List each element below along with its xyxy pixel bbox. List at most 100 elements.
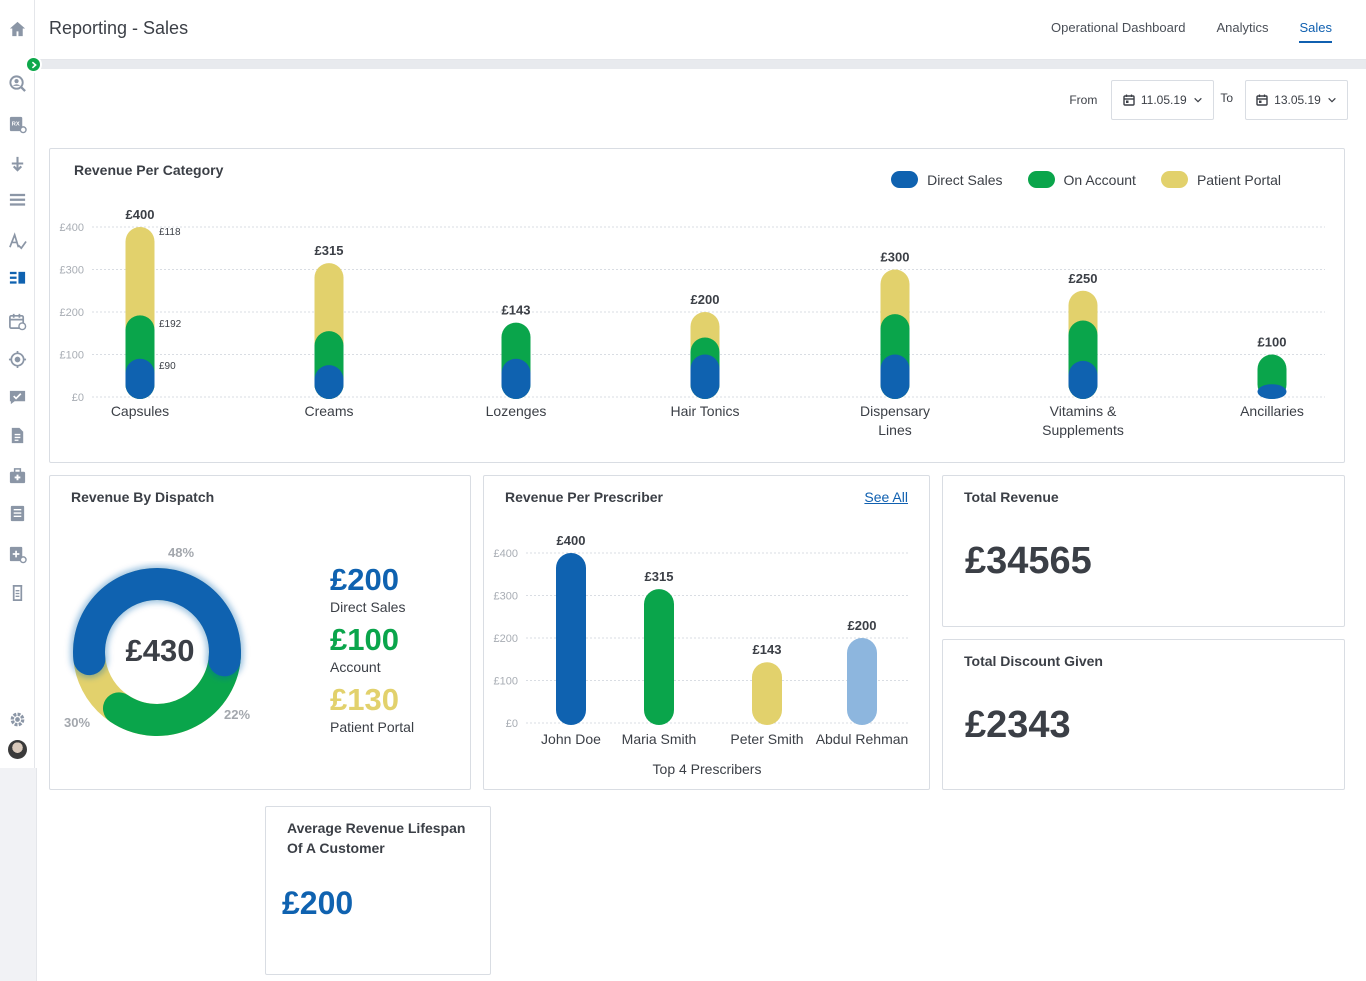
page-title: Reporting - Sales <box>49 18 189 38</box>
revenue-by-dispatch-card: Revenue By Dispatch £430 48% 22% 30% £20… <box>49 475 471 790</box>
chart-legend: Direct Sales On Account Patient Portal <box>891 171 1281 188</box>
bar-total-label: £250 <box>1069 271 1098 286</box>
from-date-value: 11.05.19 <box>1140 93 1187 107</box>
direct-sales-value: £200 <box>330 562 399 597</box>
bar-segment-direct-sales <box>501 358 531 399</box>
y-tick-label: £400 <box>494 548 518 560</box>
segment-value-label: £118 <box>159 227 181 238</box>
patient-portal-value: £130 <box>330 682 399 717</box>
from-date-picker[interactable]: 11.05.19 <box>1111 80 1215 120</box>
chevron-right-icon <box>31 61 37 68</box>
y-tick-label: £400 <box>60 222 84 234</box>
location-icon[interactable] <box>7 349 28 370</box>
category-label: Vitamins & <box>1050 403 1117 419</box>
nav-operational-dashboard[interactable]: Operational Dashboard <box>1051 20 1186 35</box>
see-all-link[interactable]: See All <box>864 489 908 505</box>
y-tick-label: £0 <box>506 718 518 730</box>
revenue-per-category-chart: £0 £100 £200 £300 £400 £400 Capsules £90 £192 £11… <box>60 207 1325 438</box>
pct-portal: 30% <box>64 715 91 730</box>
prescriber-name-label: Maria Smith <box>622 731 697 747</box>
chevron-down-icon <box>1328 97 1336 103</box>
segment-value-label: £192 <box>159 319 182 330</box>
account-label: Account <box>330 659 381 675</box>
y-tick-label: £300 <box>494 591 518 603</box>
bar-value-label: £200 <box>848 618 877 633</box>
prescriber-bar <box>556 553 586 725</box>
sidebar: RX <box>0 0 35 768</box>
revenue-per-category-card: Revenue Per Category Direct Sales On Acc… <box>49 148 1345 463</box>
chevron-down-icon <box>1193 97 1202 103</box>
category-label: Supplements <box>1042 422 1124 438</box>
bar-total-label: £143 <box>502 303 531 318</box>
list-icon[interactable] <box>7 190 28 211</box>
pct-account: 22% <box>224 707 251 722</box>
direct-sales-label: Direct Sales <box>330 599 406 615</box>
bar-total-label: £400 <box>126 207 155 222</box>
nav-sales[interactable]: Sales <box>1299 20 1332 43</box>
category-label: Hair Tonics <box>671 403 740 419</box>
card-title-line2: Of A Customer <box>287 840 385 856</box>
date-filter: From 11.05.19 To 13.05.19 <box>1069 80 1348 120</box>
to-label: To <box>1220 91 1233 105</box>
total-discount-card: Total Discount Given £2343 <box>942 639 1345 790</box>
user-avatar[interactable] <box>8 740 27 759</box>
calendar-icon[interactable] <box>7 311 28 332</box>
nav-analytics[interactable]: Analytics <box>1216 20 1269 35</box>
prescription-icon[interactable]: RX <box>7 114 28 135</box>
bar-segment-direct-sales <box>690 354 720 399</box>
legend-direct-sales: Direct Sales <box>891 171 1003 188</box>
add-document-icon[interactable] <box>7 544 28 565</box>
pct-direct: 48% <box>168 545 195 560</box>
bar-segment-direct-sales <box>314 365 344 399</box>
card-title: Total Revenue <box>964 489 1059 505</box>
to-date-picker[interactable]: 13.05.19 <box>1245 80 1348 120</box>
bar-total-label: £315 <box>315 243 344 258</box>
category-label: Creams <box>304 403 353 419</box>
card-title: Total Discount Given <box>964 653 1103 669</box>
bar-value-label: £143 <box>753 642 782 657</box>
bar-total-label: £200 <box>691 292 720 307</box>
donut-center-value: £430 <box>125 633 195 668</box>
bar-value-label: £400 <box>557 533 586 548</box>
legend-patient-portal: Patient Portal <box>1160 171 1281 188</box>
to-date-value: 13.05.19 <box>1274 93 1321 107</box>
prescriber-bar <box>644 589 674 725</box>
category-label: Lozenges <box>486 403 547 419</box>
expand-sidebar-button[interactable] <box>25 56 42 73</box>
calendar-icon <box>1123 94 1135 106</box>
clipboard-icon[interactable] <box>7 583 28 604</box>
patient-portal-label: Patient Portal <box>330 719 415 735</box>
calendar-icon <box>1256 94 1268 106</box>
bar-segment-direct-sales <box>1257 384 1287 399</box>
card-title-line1: Average Revenue Lifespan <box>287 820 466 836</box>
revenue-by-dispatch-donut <box>70 565 244 736</box>
svg-text:RX: RX <box>12 121 20 127</box>
y-tick-label: £300 <box>60 265 84 277</box>
sidebar-footer <box>0 768 37 981</box>
document-icon[interactable] <box>7 425 28 446</box>
signature-icon[interactable] <box>7 231 28 252</box>
patient-search-icon[interactable] <box>7 73 28 94</box>
avg-revenue-lifespan-card: Average Revenue Lifespan Of A Customer £… <box>265 806 491 975</box>
bar-total-label: £300 <box>881 250 910 265</box>
prescriber-bar <box>847 638 877 725</box>
card-title: Revenue By Dispatch <box>71 489 215 505</box>
columns-icon[interactable] <box>7 268 28 289</box>
category-label: Lines <box>878 422 911 438</box>
bar-segment-direct-sales <box>880 354 910 399</box>
revenue-per-prescriber-card: Revenue Per Prescriber See All £0 £100 £20… <box>483 475 930 790</box>
report-list-icon[interactable] <box>7 503 28 524</box>
avg-revenue-lifespan-value: £200 <box>282 885 354 921</box>
top-nav: Operational Dashboard Analytics Sales <box>1051 20 1332 43</box>
bar-segment-direct-sales <box>1068 360 1098 399</box>
home-icon[interactable] <box>7 19 28 40</box>
y-tick-label: £200 <box>494 633 518 645</box>
dispense-icon[interactable] <box>7 153 28 174</box>
message-check-icon[interactable] <box>7 387 28 408</box>
settings-icon[interactable] <box>7 709 28 730</box>
medical-kit-icon[interactable] <box>7 466 28 487</box>
segment-value-label: £90 <box>159 361 176 372</box>
y-tick-label: £0 <box>72 392 84 404</box>
category-label: Capsules <box>111 403 169 419</box>
donut-slice-direct-sales <box>73 568 241 677</box>
